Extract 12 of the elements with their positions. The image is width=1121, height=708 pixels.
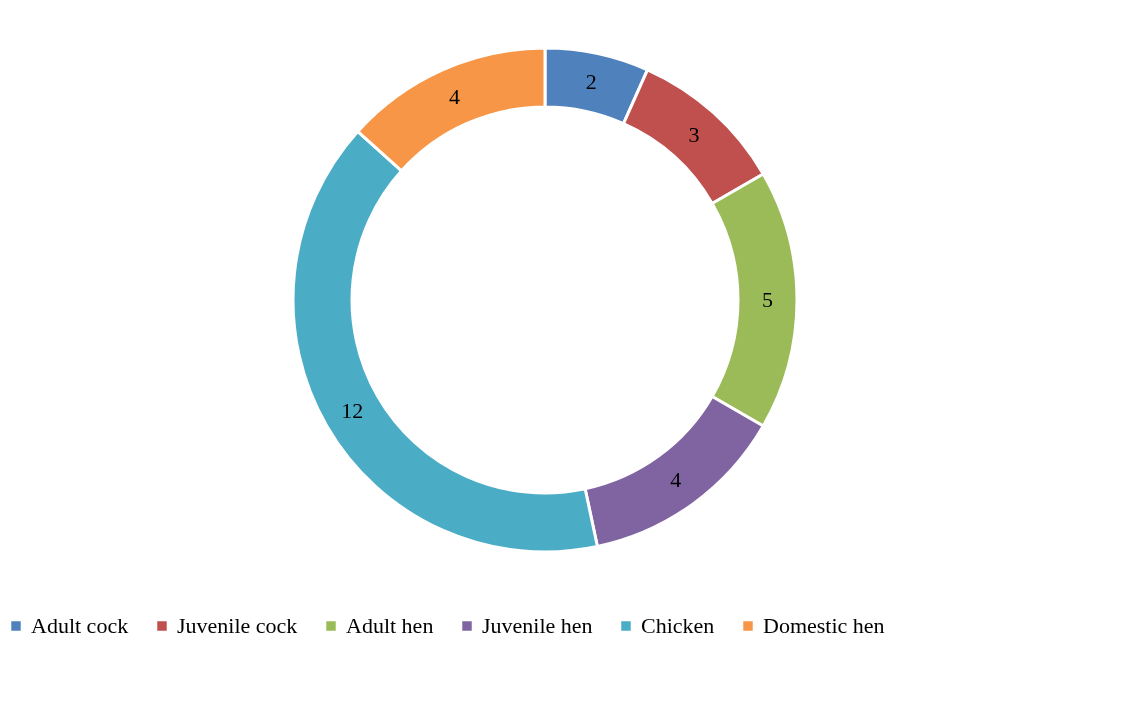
- data-label: 2: [585, 69, 597, 95]
- legend-label: Domestic hen: [763, 613, 885, 638]
- legend-label: Chicken: [641, 613, 715, 638]
- legend-label: Juvenile hen: [482, 613, 593, 638]
- legend-label: Adult cock: [31, 613, 129, 638]
- data-label: 3: [688, 121, 700, 147]
- data-label: 4: [449, 83, 460, 109]
- data-label: 12: [341, 398, 364, 424]
- data-label: 4: [670, 467, 682, 493]
- legend-label: Juvenile cock: [177, 613, 298, 638]
- legend-label: Adult hen: [346, 613, 434, 638]
- data-label: 5: [762, 287, 773, 312]
